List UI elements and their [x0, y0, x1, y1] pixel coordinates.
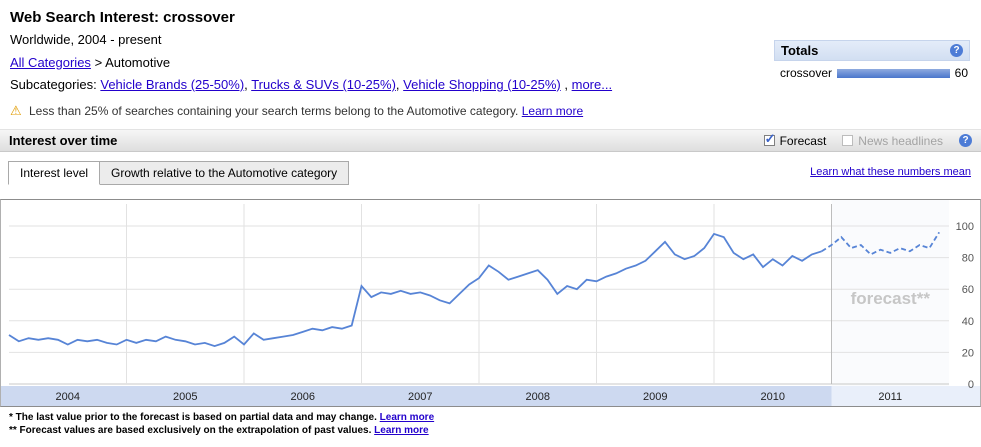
svg-text:2008: 2008 [526, 391, 550, 403]
totals-panel: Totals ? crossover 60 [774, 40, 970, 80]
tab-interest-level[interactable]: Interest level [8, 161, 101, 185]
warning-text: Less than 25% of searches containing you… [29, 104, 519, 118]
learn-numbers-link[interactable]: Learn what these numbers mean [810, 166, 971, 178]
subcategories-label: Subcategories: [10, 77, 97, 92]
list-separator: , [564, 77, 568, 92]
svg-text:0: 0 [968, 379, 974, 391]
news-headlines-label: News headlines [858, 133, 943, 148]
chart-controls: ✓ Forecast News headlines ? [763, 131, 972, 148]
check-icon: ✓ [764, 131, 776, 146]
totals-row: crossover 60 [774, 61, 970, 80]
subcategory-link-vehicle-brands[interactable]: Vehicle Brands (25-50%) [100, 77, 245, 92]
more-subcategories-link[interactable]: more... [571, 77, 613, 92]
footnote-text: ** Forecast values are based exclusively… [9, 425, 372, 436]
subcategory-link-vehicle-shopping[interactable]: Vehicle Shopping (10-25%) [403, 77, 561, 92]
svg-text:2007: 2007 [408, 391, 432, 403]
tab-growth-relative[interactable]: Growth relative to the Automotive catego… [100, 161, 350, 185]
svg-text:2005: 2005 [173, 391, 197, 403]
chart-tabs: Interest level Growth relative to the Au… [8, 161, 973, 185]
subcategory-link-trucks-suvs[interactable]: Trucks & SUVs (10-25%) [251, 77, 396, 92]
page-title: Web Search Interest: crossover [10, 9, 235, 26]
forecast-checkbox[interactable]: ✓ [763, 131, 776, 146]
interest-chart-svg: forecast** 2004 2005 2006 2007 2008 2009 2010 20… [1, 200, 980, 406]
svg-text:2006: 2006 [291, 391, 315, 403]
header: Web Search Interest: crossover Worldwide… [0, 0, 981, 120]
breadcrumb-current: Automotive [105, 55, 171, 70]
chart-footnotes: * The last value prior to the forecast i… [0, 407, 981, 437]
news-headlines-checkbox[interactable] [842, 135, 854, 146]
svg-text:forecast**: forecast** [851, 289, 931, 308]
breadcrumb: All Categories > Automotive [10, 53, 971, 73]
interest-chart: forecast** 2004 2005 2006 2007 2008 2009 2010 20… [0, 199, 981, 407]
totals-value: 60 [954, 66, 968, 80]
all-categories-link[interactable]: All Categories [10, 55, 91, 70]
svg-text:2009: 2009 [643, 391, 667, 403]
totals-help-icon[interactable]: ? [950, 44, 963, 57]
section-title: Interest over time [9, 133, 118, 148]
svg-text:20: 20 [962, 347, 974, 359]
interest-over-time-header: Interest over time ✓ Forecast News headl… [0, 129, 981, 152]
footnote-learn-more-link[interactable]: Learn more [374, 425, 429, 436]
totals-title: Totals [781, 43, 819, 58]
category-warning: ⚠ Less than 25% of searches containing y… [10, 102, 971, 120]
list-separator: , [395, 77, 400, 92]
footnote-partial-data: * The last value prior to the forecast i… [9, 411, 972, 424]
footnote-learn-more-link[interactable]: Learn more [379, 412, 435, 423]
section-help-icon[interactable]: ? [959, 134, 972, 147]
totals-bar [837, 68, 950, 78]
list-separator: , [244, 77, 248, 92]
forecast-toggle[interactable]: ✓ Forecast [763, 131, 827, 148]
footnote-text: * The last value prior to the forecast i… [9, 412, 377, 423]
totals-bar-fill [837, 68, 950, 78]
warning-icon: ⚠ [10, 103, 22, 118]
svg-text:80: 80 [962, 253, 974, 265]
forecast-label: Forecast [779, 133, 827, 148]
svg-text:2010: 2010 [761, 391, 785, 403]
svg-text:2011: 2011 [878, 391, 902, 403]
warning-learn-more-link[interactable]: Learn more [521, 104, 584, 118]
news-headlines-toggle[interactable]: News headlines [842, 134, 943, 148]
svg-text:2004: 2004 [56, 391, 80, 403]
svg-text:40: 40 [962, 316, 974, 328]
footnote-forecast-values: ** Forecast values are based exclusively… [9, 424, 972, 437]
svg-text:100: 100 [956, 221, 974, 233]
subcategories: Subcategories: Vehicle Brands (25-50%), … [10, 75, 971, 95]
svg-text:60: 60 [962, 284, 974, 296]
page-subtitle: Worldwide, 2004 - present [10, 32, 162, 47]
totals-header: Totals ? [774, 40, 970, 61]
breadcrumb-separator: > [94, 55, 103, 70]
totals-term-label: crossover [780, 66, 833, 80]
